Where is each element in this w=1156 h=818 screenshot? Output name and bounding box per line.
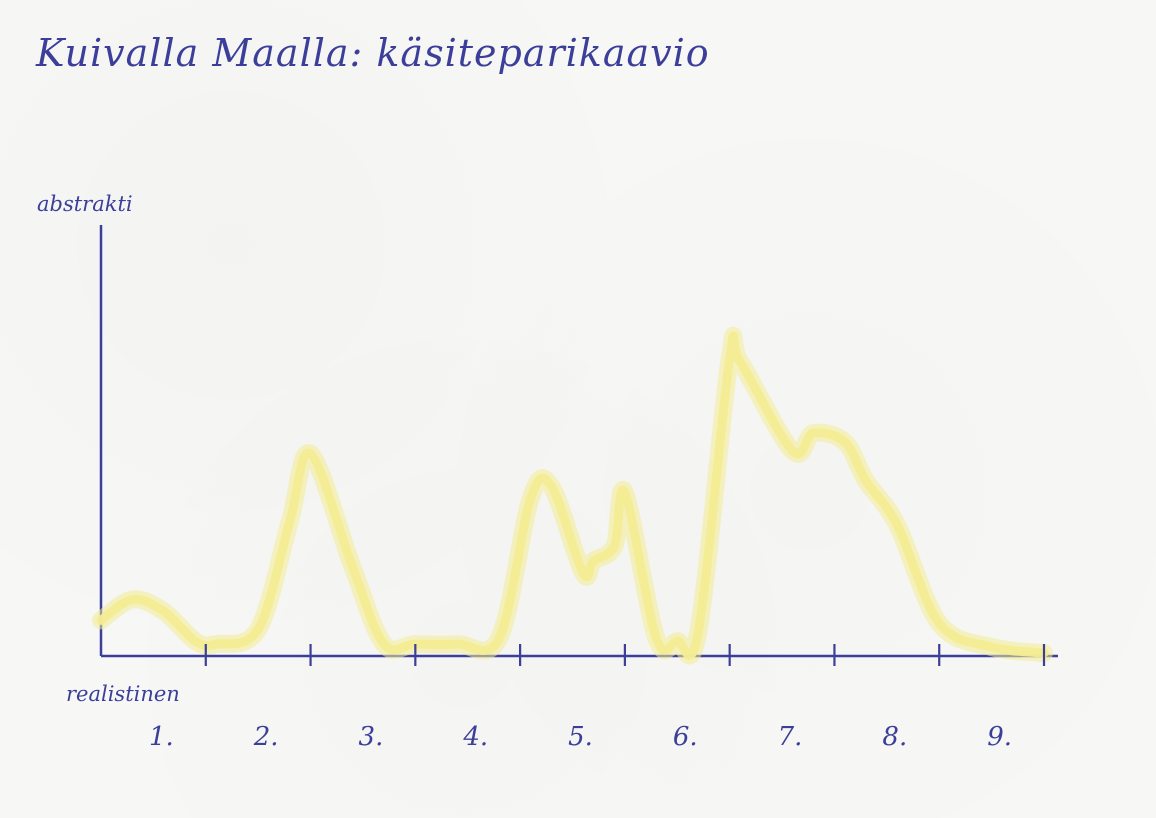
tick-layer: 1. 2. 3. 4. 5. 6. 7. 8. 9.	[149, 644, 1046, 752]
x-tick-label-6: 6.	[673, 722, 698, 752]
y-axis-label: abstrakti	[37, 192, 133, 216]
x-tick-label-2: 2.	[253, 722, 279, 752]
x-axis-label: realistinen	[66, 682, 180, 706]
x-tick-label-9: 9.	[987, 722, 1012, 752]
x-tick-label-5: 5.	[568, 722, 593, 752]
highlighter-series-glow	[92, 326, 1053, 665]
series-layer	[92, 326, 1053, 665]
x-tick-label-3: 3.	[359, 722, 384, 752]
x-tick-label-8: 8.	[882, 722, 907, 752]
x-tick-label-1: 1.	[149, 722, 174, 752]
x-tick-label-7: 7.	[778, 722, 803, 752]
x-tick-label-4: 4.	[462, 722, 488, 752]
chart-title: Kuivalla Maalla: käsiteparikaavio	[35, 31, 710, 75]
highlighter-series-line	[96, 331, 1049, 660]
